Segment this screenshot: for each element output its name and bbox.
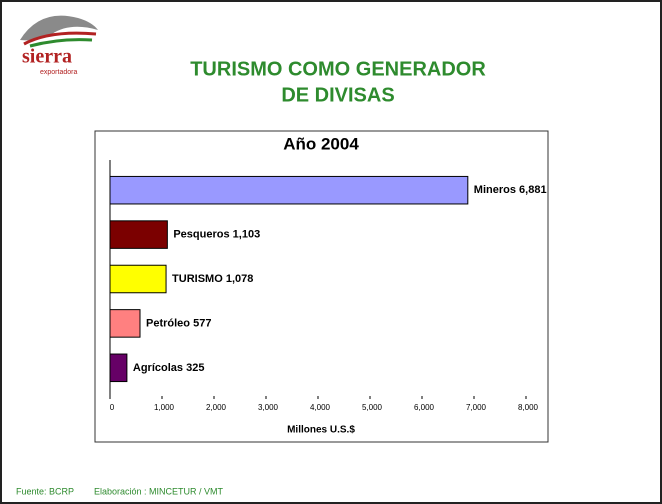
x-axis-label: Millones U.S.$ — [287, 425, 355, 436]
bar — [109, 353, 128, 383]
x-tick-label: 8,000 — [518, 403, 539, 412]
logo-mountain — [20, 15, 98, 41]
bar — [109, 175, 469, 205]
bar-label: Petróleo 577 — [146, 317, 211, 329]
bar — [109, 264, 167, 294]
x-tick-label: 4,000 — [310, 403, 331, 412]
footer-source: Fuente: BCRP — [16, 486, 74, 496]
bar-category: TURISMO — [172, 273, 223, 285]
slide-title: TURISMO COMO GENERADOR — [190, 58, 486, 80]
bar-value: 1,103 — [233, 229, 261, 241]
bar — [109, 309, 141, 338]
x-tick-label: 2,000 — [206, 403, 227, 412]
x-tick-label: 3,000 — [258, 403, 279, 412]
bar-value: 1,078 — [226, 273, 254, 285]
x-tick-label: 5,000 — [362, 403, 383, 412]
logo-swoosh — [29, 38, 93, 48]
x-tick-label: 0 — [110, 403, 115, 412]
logo-swoosh — [23, 31, 97, 46]
logo-tagline: exportadora — [40, 69, 77, 76]
bar-value: 325 — [186, 362, 204, 374]
bar-value: 6,881 — [519, 184, 547, 196]
bar-category: Petróleo — [146, 317, 190, 329]
bar-label: TURISMO 1,078 — [172, 273, 253, 285]
chart-title: Año 2004 — [283, 134, 359, 153]
footer-credit: Elaboración : MINCETUR / VMT — [94, 486, 224, 496]
bar-category: Pesqueros — [173, 229, 229, 241]
x-tick-label: 6,000 — [414, 403, 435, 412]
bar — [109, 220, 168, 249]
bar-value: 577 — [193, 317, 211, 329]
x-tick-label: 1,000 — [154, 403, 175, 412]
bar-category: Mineros — [474, 184, 516, 196]
x-tick-label: 7,000 — [466, 403, 487, 412]
logo: sierra exportadora — [20, 15, 98, 76]
bar-label: Mineros 6,881 — [474, 184, 547, 196]
bar-label: Pesqueros 1,103 — [173, 229, 260, 241]
bar-label: Agrícolas 325 — [133, 362, 205, 374]
slide-title: DE DIVISAS — [281, 84, 394, 106]
logo-name: sierra — [22, 46, 72, 68]
bar-category: Agrícolas — [133, 362, 183, 374]
plot: 0 1,000 2,000 3,000 4,000 5,000 6,000 7,000 8,00… — [109, 175, 547, 412]
